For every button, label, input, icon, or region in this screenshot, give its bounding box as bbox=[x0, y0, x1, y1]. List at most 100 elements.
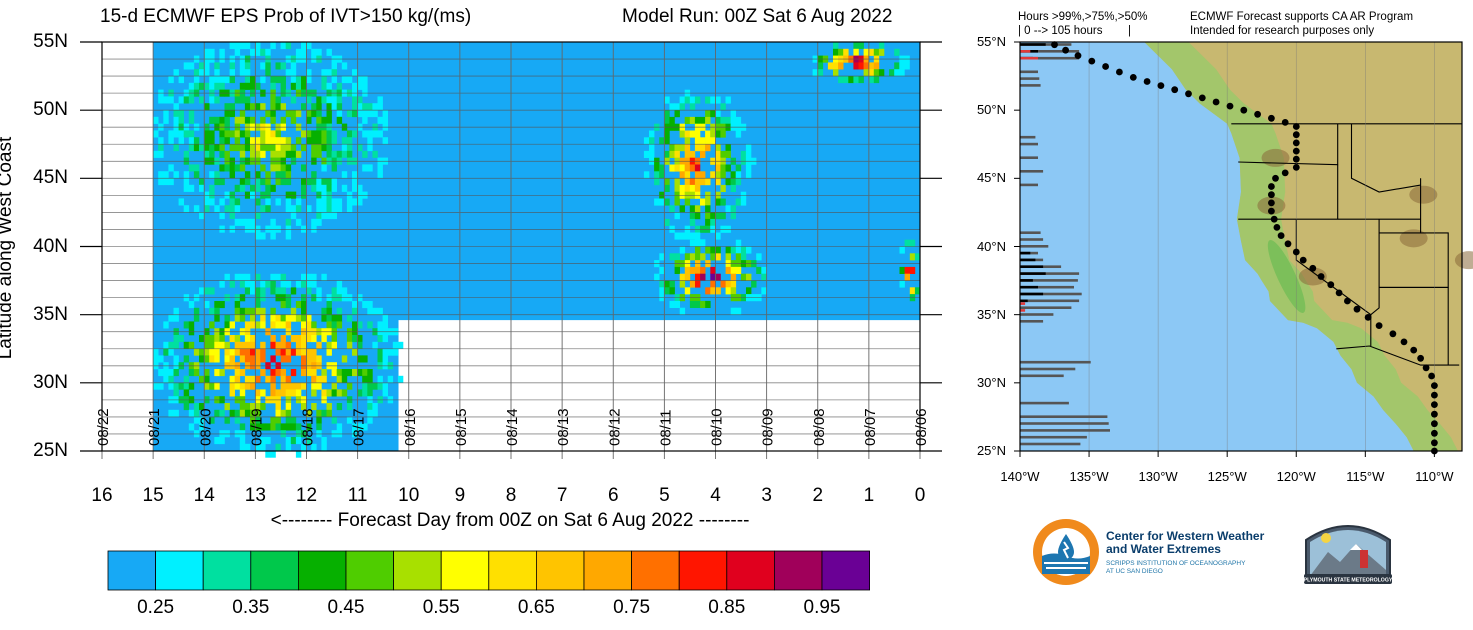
prob-cell bbox=[188, 423, 195, 431]
prob-cell bbox=[674, 253, 680, 261]
prob-cell bbox=[372, 110, 378, 118]
hours-bars bbox=[1020, 43, 1110, 446]
prob-cell bbox=[290, 116, 297, 124]
prob-cell bbox=[290, 369, 297, 377]
prob-cell bbox=[311, 321, 317, 329]
prob-cell bbox=[301, 103, 307, 111]
prob-cell bbox=[710, 110, 716, 118]
trajectory-dot bbox=[1431, 401, 1438, 408]
prob-cell bbox=[183, 205, 190, 213]
prob-cell bbox=[654, 178, 660, 186]
prob-cell bbox=[387, 348, 394, 356]
prob-cell bbox=[669, 280, 675, 288]
date-label: 08/08 bbox=[811, 408, 828, 446]
prob-cell bbox=[331, 62, 337, 70]
prob-cell bbox=[239, 42, 246, 50]
prob-cell bbox=[321, 375, 327, 383]
prob-cell bbox=[316, 212, 322, 220]
prob-cell bbox=[367, 403, 373, 411]
prob-cell bbox=[255, 287, 261, 295]
prob-cell bbox=[377, 382, 383, 390]
prob-cell bbox=[168, 382, 174, 390]
prob-cell bbox=[270, 273, 276, 281]
trajectory-dot bbox=[1185, 90, 1192, 98]
x-tick-label: 5 bbox=[659, 485, 670, 506]
prob-cell bbox=[730, 110, 736, 118]
prob-cell bbox=[684, 150, 691, 158]
prob-cell bbox=[239, 178, 246, 186]
y-ticks bbox=[80, 41, 942, 452]
trajectory-dot bbox=[1129, 74, 1137, 81]
trajectory-dot bbox=[1051, 41, 1058, 49]
prob-cell bbox=[679, 103, 685, 111]
trajectory-dot bbox=[1292, 139, 1300, 147]
prob-cell bbox=[178, 96, 184, 104]
prob-cell bbox=[710, 218, 716, 226]
prob-cell bbox=[868, 62, 875, 70]
prob-cell bbox=[204, 144, 210, 152]
prob-cell bbox=[183, 355, 190, 363]
prob-cell bbox=[341, 355, 348, 363]
prob-cell bbox=[244, 144, 251, 152]
prob-cell bbox=[219, 212, 225, 220]
prob-cell bbox=[362, 423, 368, 431]
prob-cell bbox=[219, 335, 225, 343]
prob-cell bbox=[209, 116, 215, 124]
prob-cell bbox=[684, 273, 691, 281]
prob-cell bbox=[357, 355, 363, 363]
date-label: 08/06 bbox=[913, 408, 930, 446]
prob-cell bbox=[193, 164, 200, 172]
prob-cell bbox=[244, 375, 251, 383]
prob-cell bbox=[326, 301, 332, 309]
prob-cell bbox=[684, 116, 691, 124]
prob-cell bbox=[239, 355, 246, 363]
prob-cell bbox=[265, 48, 271, 56]
prob-cell bbox=[316, 198, 322, 206]
prob-cell bbox=[214, 307, 220, 315]
prob-cell bbox=[679, 144, 685, 152]
prob-cell bbox=[209, 348, 215, 356]
prob-cell bbox=[669, 287, 675, 295]
prob-cell bbox=[341, 144, 348, 152]
prob-cell bbox=[643, 150, 650, 158]
prob-cell bbox=[234, 116, 241, 124]
prob-cell bbox=[193, 314, 200, 322]
prob-cell bbox=[311, 280, 317, 288]
prob-cell bbox=[270, 130, 276, 138]
prob-cell bbox=[270, 382, 276, 390]
x-tick-label: 6 bbox=[607, 485, 619, 506]
prob-cell bbox=[382, 382, 388, 390]
prob-cell bbox=[316, 341, 322, 349]
prob-cell bbox=[260, 307, 266, 315]
prob-cell bbox=[311, 103, 317, 111]
trajectory-dot bbox=[1431, 439, 1438, 447]
prob-cell bbox=[735, 198, 742, 206]
prob-cell bbox=[244, 171, 251, 179]
hours-bar bbox=[1020, 170, 1044, 173]
prob-cell bbox=[290, 96, 297, 104]
prob-cell bbox=[367, 369, 373, 377]
prob-cell bbox=[336, 198, 343, 206]
date-label: 08/17 bbox=[351, 408, 368, 446]
prob-cell bbox=[316, 218, 322, 226]
prob-cell bbox=[275, 369, 281, 377]
prob-cell bbox=[188, 137, 195, 145]
prob-cell bbox=[301, 355, 307, 363]
prob-cell bbox=[362, 375, 368, 383]
prob-cell bbox=[244, 409, 251, 417]
hours-bar bbox=[1020, 401, 1069, 405]
prob-cell bbox=[843, 48, 849, 56]
prob-cell bbox=[863, 69, 869, 77]
prob-cell bbox=[285, 218, 292, 226]
prob-cell bbox=[316, 110, 322, 118]
prob-cell bbox=[234, 218, 241, 226]
prob-cell bbox=[295, 48, 302, 56]
prob-cell bbox=[700, 239, 706, 247]
prob-cell bbox=[270, 375, 276, 383]
prob-cell bbox=[260, 144, 266, 152]
prob-cell bbox=[183, 62, 190, 70]
prob-cell bbox=[710, 287, 716, 295]
prob-cell bbox=[250, 382, 256, 390]
prob-cell bbox=[689, 212, 696, 220]
prob-cell bbox=[740, 246, 747, 254]
